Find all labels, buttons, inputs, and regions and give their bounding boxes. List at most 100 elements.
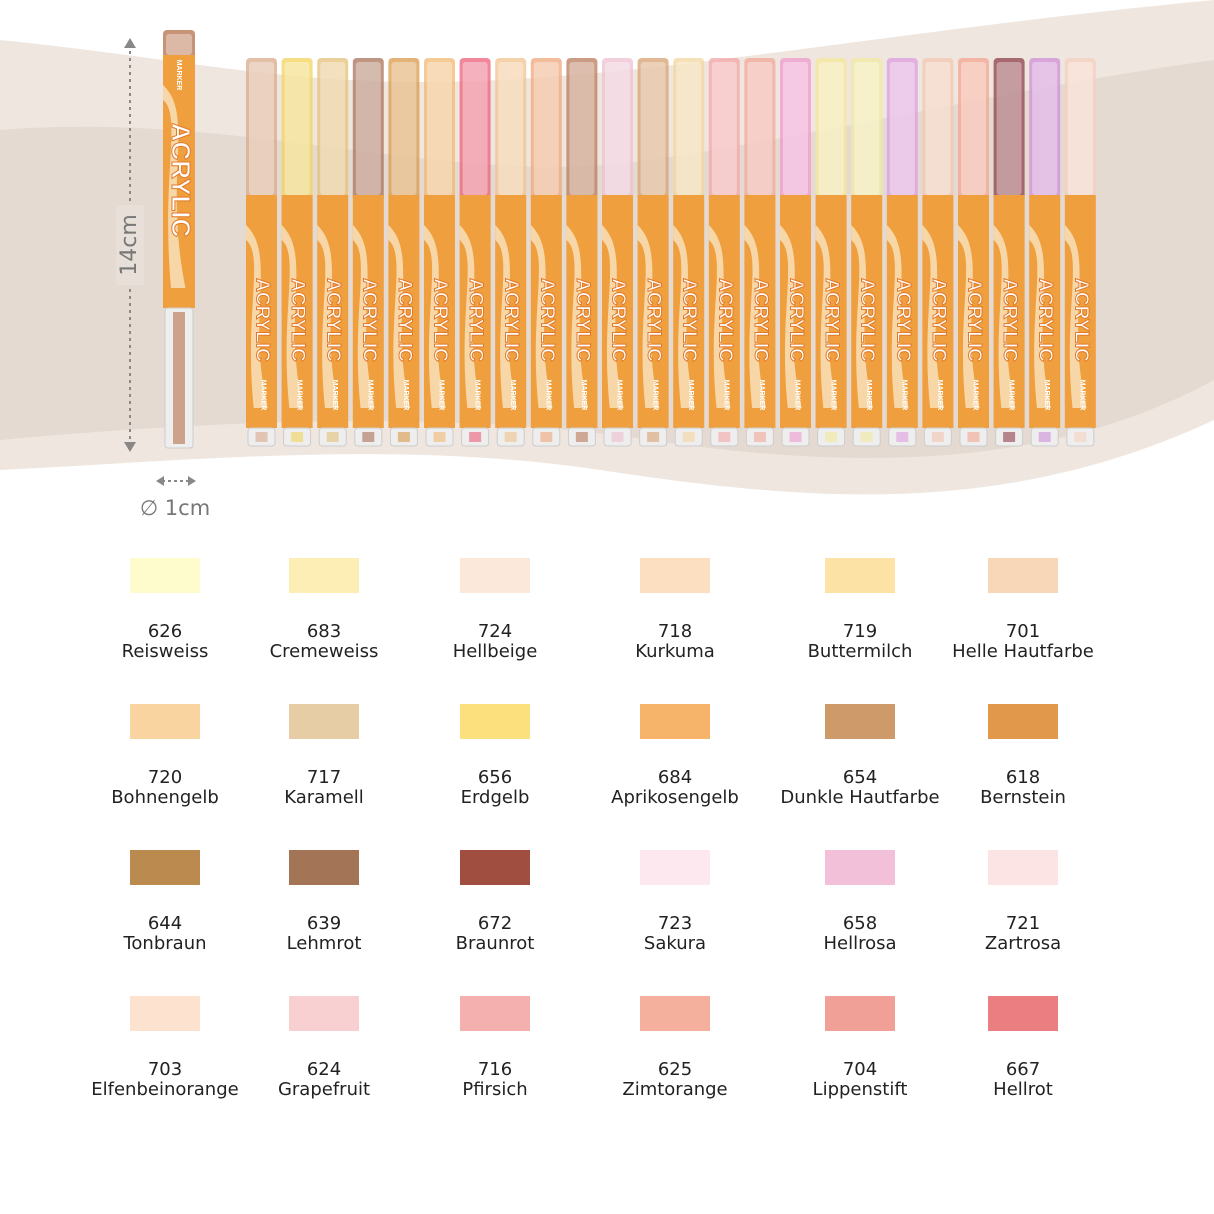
marker: ACRYLIC MARKER: [388, 58, 420, 447]
marker-sub: MARKER: [175, 60, 182, 91]
marker: ACRYLIC MARKER: [637, 58, 669, 447]
tip-core: [173, 312, 185, 444]
cap-shine: [320, 62, 346, 195]
marker-brand: ACRYLIC: [643, 278, 664, 362]
marker-cap: [602, 58, 633, 201]
body-wave: [637, 225, 660, 408]
body-wave: [958, 225, 980, 408]
body-wave: [886, 225, 909, 408]
tip-core: [825, 432, 838, 442]
swatch-code: 625: [658, 1059, 692, 1080]
swatch-color: [640, 996, 710, 1031]
marker-sub: MARKER: [295, 380, 302, 411]
tip-core: [397, 432, 410, 442]
cap-shine: [783, 62, 808, 195]
marker-cap: [424, 58, 455, 201]
body-wave: [851, 225, 873, 408]
cap-shine: [961, 62, 986, 195]
body-wave: [993, 225, 1016, 408]
marker-cap: [281, 58, 313, 201]
marker: ACRYLIC MARKER: [424, 58, 455, 447]
swatch-color: [988, 850, 1058, 885]
body-wave: [602, 225, 624, 408]
cap-shine: [284, 62, 310, 195]
label-bg: [116, 205, 144, 285]
marker: ACRYLIC MARKER: [744, 58, 776, 447]
marker-sub: MARKER: [331, 380, 338, 411]
cap-shine: [818, 62, 844, 195]
tip-core: [682, 432, 695, 442]
marker-cap: [851, 58, 883, 201]
marker: ACRYLIC MARKER: [1064, 58, 1096, 447]
marker-cap: [566, 58, 598, 201]
marker-cap: [495, 58, 527, 201]
marker-brand: ACRYLIC: [785, 278, 806, 362]
cap-shine: [1032, 62, 1058, 195]
marker-sub: MARKER: [509, 380, 516, 411]
marker-cap: [886, 58, 918, 201]
marker: ACRYLIC MARKER: [922, 58, 954, 447]
marker-sub: MARKER: [1043, 380, 1050, 411]
marker-sub: MARKER: [758, 380, 765, 411]
marker-cap: [459, 58, 491, 201]
marker-cap: [815, 58, 847, 201]
tip-core: [433, 432, 446, 442]
marker-sub: MARKER: [651, 380, 658, 411]
cap-shine: [711, 62, 737, 195]
marker-cap: [780, 58, 811, 201]
swatch-color: [460, 558, 530, 593]
marker-brand: ACRYLIC: [999, 278, 1020, 362]
swatch-name: Erdgelb: [461, 787, 530, 808]
cap-shine: [427, 62, 452, 195]
tip-core: [611, 432, 624, 442]
swatch-name: Dunkle Hautfarbe: [780, 787, 939, 808]
swatch-color: [988, 996, 1058, 1031]
swatch-name: Reisweiss: [122, 641, 209, 662]
swatch-code: 626: [148, 621, 182, 642]
marker: ACRYLIC MARKER: [780, 58, 811, 447]
cap-shine: [498, 62, 524, 195]
swatch-name: Hellrot: [993, 1079, 1053, 1100]
marker-cap: [388, 58, 420, 201]
marker-cap: [993, 58, 1025, 201]
swatch-color: [825, 704, 895, 739]
tip-core: [504, 432, 517, 442]
marker-sub: MARKER: [1078, 380, 1085, 411]
marker-brand: ACRYLIC: [358, 278, 379, 362]
marker-cap: [958, 58, 989, 201]
body-wave: [424, 225, 446, 408]
marker-sub: MARKER: [900, 380, 907, 411]
marker-brand: ACRYLIC: [429, 278, 450, 362]
swatch-code: 658: [843, 913, 877, 934]
swatch-name: Hellbeige: [453, 641, 538, 662]
marker-sub: MARKER: [260, 380, 267, 411]
tip-core: [255, 432, 268, 442]
tip-core: [860, 432, 873, 442]
swatch-name: Zartrosa: [985, 933, 1061, 954]
swatch-color: [460, 704, 530, 739]
swatch-color: [289, 996, 359, 1031]
marker-brand: ACRYLIC: [714, 278, 735, 362]
marker-brand: ACRYLIC: [287, 278, 308, 362]
swatch-code: 723: [658, 913, 692, 934]
swatch-code: 703: [148, 1059, 182, 1080]
swatch-code: 716: [478, 1059, 512, 1080]
swatch-name: Tonbraun: [122, 933, 206, 954]
swatch-code: 639: [307, 913, 341, 934]
cap-shine: [533, 62, 559, 195]
swatch-name: Aprikosengelb: [611, 787, 739, 808]
marker-sub: MARKER: [1007, 380, 1014, 411]
cap-shine: [391, 62, 417, 195]
marker: ACRYLIC MARKER: [163, 30, 197, 449]
cap-shine: [676, 62, 702, 195]
